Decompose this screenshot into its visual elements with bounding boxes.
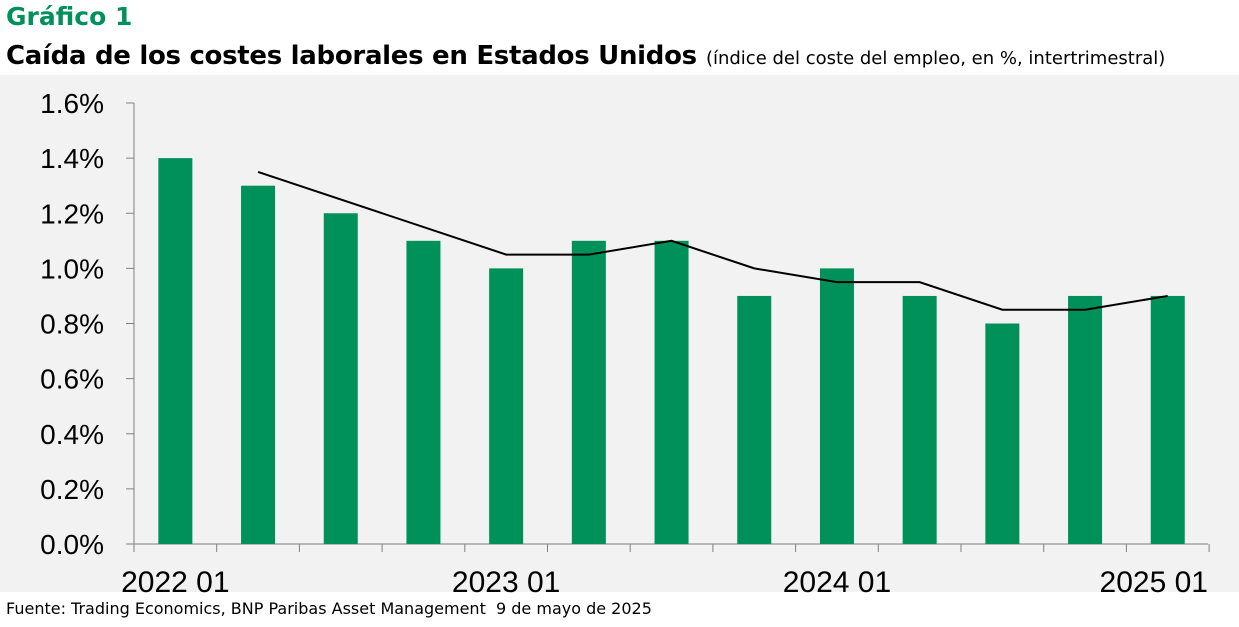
bar <box>819 268 854 544</box>
bar <box>158 158 193 544</box>
bar <box>902 295 937 544</box>
x-axis: 2022 01 2023 01 2024 01 2025 01 <box>121 543 1210 599</box>
y-tick-label: 1.2% <box>40 198 104 229</box>
y-tick-label: 0.6% <box>40 364 104 395</box>
y-tick-label: 1.4% <box>40 143 104 174</box>
bar <box>654 240 689 544</box>
bar <box>323 213 358 544</box>
line-series <box>257 170 1168 311</box>
series-line <box>257 170 1168 311</box>
chart-source: Fuente: Trading Economics, BNP Paribas A… <box>6 599 652 618</box>
x-tick-label: 2023 01 <box>452 566 560 599</box>
chart-subtitle: (índice del coste del empleo, en %, inte… <box>705 48 1166 69</box>
bar <box>1150 295 1185 544</box>
chart-title: Caída de los costes laborales en Estados… <box>6 41 697 71</box>
y-tick-label: 0.0% <box>40 529 104 560</box>
plot-background <box>0 75 1239 592</box>
bar <box>1068 295 1103 544</box>
x-tick-label: 2024 01 <box>783 566 891 599</box>
bar-series <box>158 158 1185 544</box>
x-tick-label: 2022 01 <box>121 566 229 599</box>
y-tick-label: 0.8% <box>40 309 104 340</box>
chart-title-row: Caída de los costes laborales en Estados… <box>6 41 1165 71</box>
y-tick-label: 0.2% <box>40 474 104 505</box>
chart-kicker: Gráfico 1 <box>6 2 133 31</box>
x-tick-label: 2025 01 <box>1100 566 1208 599</box>
y-axis: 0.0% 0.2% 0.4% 0.6% 0.8% 1.0% 1.2% 1.4% 1.6% <box>40 88 135 560</box>
bar <box>489 268 524 544</box>
bar <box>985 323 1020 544</box>
y-tick-label: 0.4% <box>40 419 104 450</box>
bar <box>571 240 606 544</box>
y-tick-label: 1.0% <box>40 253 104 284</box>
y-tick-label: 1.6% <box>40 88 104 119</box>
bar <box>406 240 441 544</box>
bar <box>241 185 276 544</box>
bar <box>737 295 772 544</box>
